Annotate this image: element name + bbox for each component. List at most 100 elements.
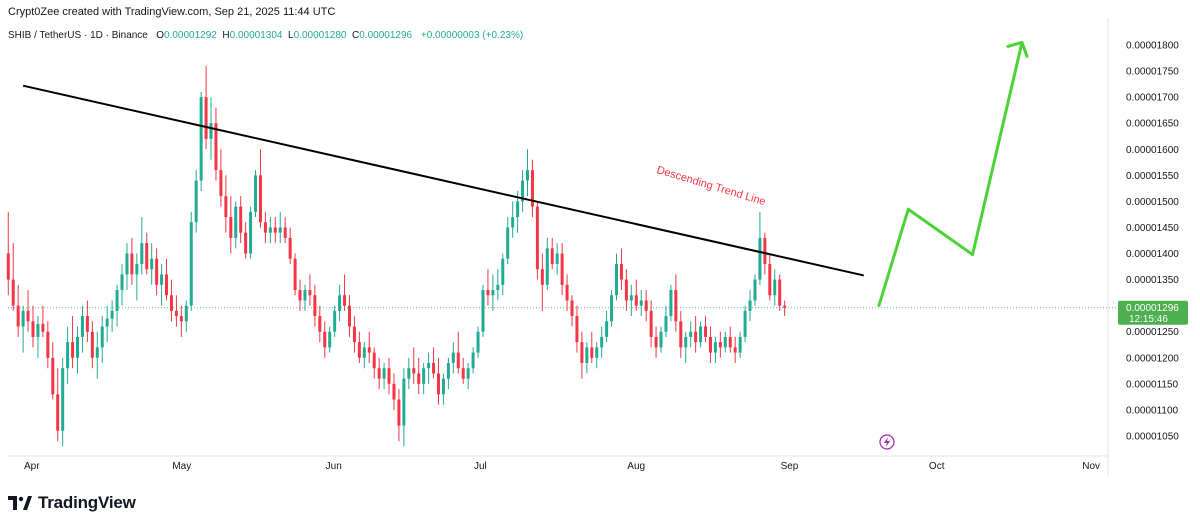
candle-body [654, 336, 658, 348]
y-tick-label: 0.00001550 [1126, 171, 1179, 182]
candle-body [441, 378, 445, 395]
candle-body [194, 180, 198, 223]
legend-open: 0.00001292 [164, 30, 217, 41]
candle-body [140, 243, 144, 264]
candle-body [778, 279, 782, 306]
projection-arrowhead [1006, 40, 1029, 58]
candle-body [115, 290, 119, 311]
candle-body [293, 258, 297, 291]
candle-body [288, 237, 292, 259]
candle-body [758, 237, 762, 280]
x-tick-label: Aug [627, 461, 645, 472]
candle-body [521, 180, 525, 202]
trend-line-annotation: Descending Trend Line [655, 164, 767, 208]
legend-high: 0.00001304 [229, 30, 283, 41]
axes: 0.00001800 0.00001750 0.00001700 0.00001650… [24, 41, 1188, 472]
candle-body [16, 305, 20, 327]
projection-path [877, 42, 1024, 308]
candle-body [26, 310, 30, 322]
legend-change: +0.00000003 (+0.23%) [420, 30, 524, 41]
candle-body [145, 243, 149, 270]
candle-body [555, 253, 559, 264]
candle-body [174, 310, 178, 317]
candle-body [120, 274, 124, 291]
x-tick-label: Jul [474, 461, 487, 472]
candle-body [150, 258, 154, 270]
candle-body [323, 331, 327, 348]
y-tick-label: 0.00001350 [1126, 275, 1179, 286]
candle-body [674, 290, 678, 322]
price-tag-bg [1118, 300, 1188, 325]
candle-body [209, 123, 213, 139]
chart-caption: Crypt0Zee created with TradingView.com, … [8, 6, 336, 18]
candle-body [303, 290, 307, 301]
candle-body [21, 310, 25, 327]
candle-body [6, 253, 10, 280]
candle-body [333, 310, 337, 332]
candle-body [407, 368, 411, 379]
candle-body [639, 300, 643, 306]
candle-body [723, 336, 727, 348]
candle-body [273, 227, 277, 233]
candle-body [427, 363, 431, 369]
candle-body [41, 323, 45, 332]
y-tick-label: 0.00001800 [1126, 41, 1179, 52]
candle-body [199, 97, 203, 181]
candle-body [530, 170, 534, 207]
legend-low-label: L [288, 30, 294, 41]
candle-body [184, 305, 188, 322]
candle-body [352, 326, 356, 343]
candle-body [367, 347, 371, 353]
candle-body [160, 274, 164, 285]
candle-body [347, 305, 351, 327]
candle-body [580, 342, 584, 364]
candle-body [516, 201, 520, 218]
x-tick-label: Oct [929, 461, 945, 472]
candle-body [76, 336, 80, 358]
candle-body [402, 378, 406, 426]
x-tick-label: Sep [781, 461, 799, 472]
candle-body [595, 347, 599, 358]
candle-body [308, 290, 312, 296]
candle-body [456, 352, 460, 369]
candle-body [328, 331, 332, 348]
candle-body [179, 316, 183, 322]
candle-body [600, 336, 604, 348]
candle-body [125, 253, 129, 275]
legend-symbol: SHIB / TetherUS · 1D · Binance [8, 30, 148, 41]
price-tag-value: 0.00001296 [1126, 303, 1179, 314]
candle-body [382, 368, 386, 379]
candle-body [491, 290, 495, 296]
drawings: Descending Trend Line [22, 40, 1029, 450]
candle-body [318, 316, 322, 332]
tradingview-brand[interactable]: TradingView [8, 492, 136, 514]
candle-body [619, 263, 623, 280]
candle-body [254, 175, 258, 212]
candle-body [219, 170, 223, 197]
candle-body [550, 248, 554, 264]
candle-body [501, 258, 505, 285]
candles [6, 65, 787, 447]
tradingview-wordmark: TradingView [38, 493, 136, 512]
candle-body [615, 263, 619, 296]
candle-body [728, 336, 732, 348]
candle-body [412, 368, 416, 374]
candle-body [496, 284, 500, 291]
candle-body [214, 123, 218, 171]
candle-body [85, 316, 89, 332]
candle-body [466, 368, 470, 379]
y-tick-label: 0.00001700 [1126, 93, 1179, 104]
candle-body [679, 321, 683, 348]
legend-high-label: H [222, 30, 230, 41]
candle-body [768, 263, 772, 296]
candle-body [644, 300, 648, 311]
y-tick-label: 0.00001400 [1126, 249, 1179, 260]
y-tick-label: 0.00001100 [1126, 405, 1179, 416]
candle-body [535, 206, 539, 270]
candle-body [239, 206, 243, 233]
candle-body [763, 237, 767, 264]
x-tick-label: Jun [326, 461, 342, 472]
candle-body [664, 316, 668, 332]
